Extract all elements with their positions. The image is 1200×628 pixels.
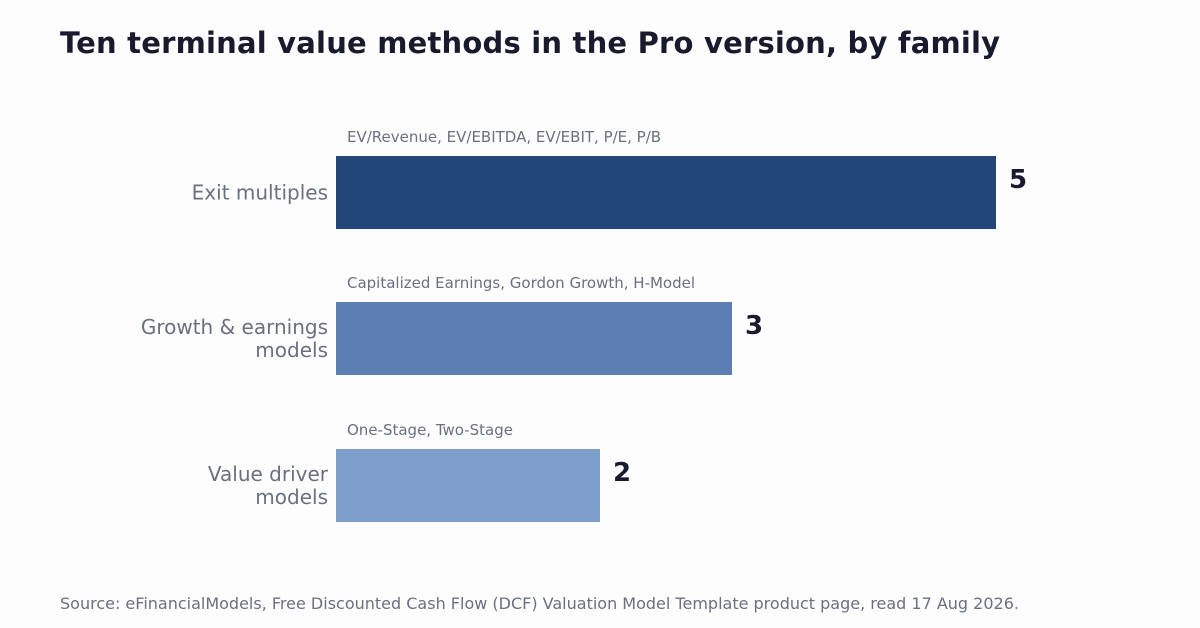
- category-label-line: models: [255, 338, 328, 362]
- bar: [336, 449, 600, 522]
- bar: [336, 156, 996, 229]
- category-label-line: Value driver: [208, 462, 329, 486]
- value-label: 5: [1009, 165, 1027, 195]
- bar-chart: EV/Revenue, EV/EBITDA, EV/EBIT, P/E, P/B…: [141, 128, 1027, 522]
- category-label-line: Growth & earnings: [141, 315, 328, 339]
- category-label: Growth & earnings models: [141, 315, 328, 362]
- category-label-line: models: [255, 485, 328, 509]
- value-label: 3: [745, 311, 763, 341]
- category-label: Value driver models: [208, 462, 329, 509]
- bar-annotation: Capitalized Earnings, Gordon Growth, H-M…: [347, 274, 695, 292]
- chart-title: Ten terminal value methods in the Pro ve…: [60, 26, 1001, 60]
- category-label-line: Exit multiples: [192, 181, 328, 205]
- source-note: Source: eFinancialModels, Free Discounte…: [60, 594, 1019, 613]
- category-label: Exit multiples: [192, 181, 328, 205]
- bar-annotation: EV/Revenue, EV/EBITDA, EV/EBIT, P/E, P/B: [347, 128, 661, 146]
- bar: [336, 302, 732, 375]
- bar-annotation: One-Stage, Two-Stage: [347, 421, 513, 439]
- value-label: 2: [613, 458, 631, 488]
